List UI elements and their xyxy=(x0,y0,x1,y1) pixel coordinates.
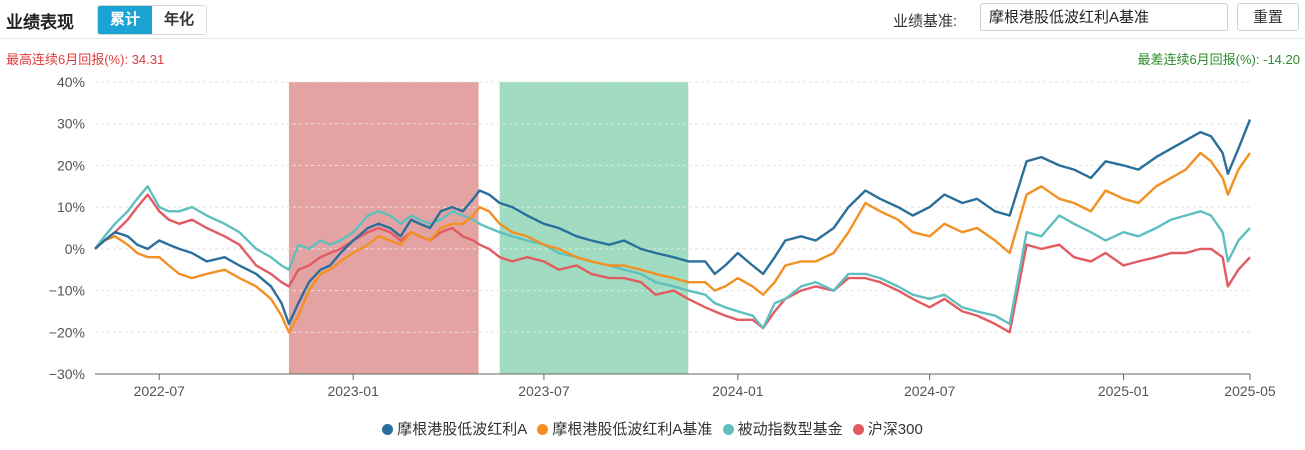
legend-item-fund[interactable]: 摩根港股低波红利A xyxy=(382,418,527,439)
worst-6m-return-value: -14.20 xyxy=(1263,52,1300,67)
legend-label-hs300: 沪深300 xyxy=(867,421,923,438)
period-toggle: 累计 年化 xyxy=(97,5,207,35)
x-tick-label: 2024-01 xyxy=(712,383,764,399)
y-tick-label: −30% xyxy=(49,366,85,382)
reset-button[interactable]: 重置 xyxy=(1237,3,1299,31)
x-tick-label: 2024-07 xyxy=(904,383,956,399)
page-title: 业绩表现 xyxy=(6,13,74,32)
legend-item-benchmark[interactable]: 摩根港股低波红利A基准 xyxy=(537,418,712,439)
y-tick-label: 40% xyxy=(57,74,85,90)
y-tick-label: 20% xyxy=(57,157,85,173)
benchmark-label: 业绩基准: xyxy=(893,13,958,30)
cumulative-toggle-button[interactable]: 累计 xyxy=(98,6,152,34)
x-tick-label: 2025-01 xyxy=(1098,383,1150,399)
y-tick-label: 0% xyxy=(65,241,85,257)
x-tick-label: 2025-05 xyxy=(1224,383,1276,399)
legend-item-passive[interactable]: 被动指数型基金 xyxy=(722,418,843,439)
benchmark-input[interactable]: 摩根港股低波红利A基准 xyxy=(980,3,1228,31)
series-line-passive xyxy=(94,185,1251,330)
legend-label-passive: 被动指数型基金 xyxy=(737,421,843,438)
header-divider xyxy=(0,38,1305,39)
y-tick-label: 10% xyxy=(57,199,85,215)
legend-dot-benchmark xyxy=(537,424,549,435)
best-period-band xyxy=(288,82,479,374)
best-6m-return-label: 最高连续6月回报(%): xyxy=(6,52,129,67)
worst-6m-return: 最差连续6月回报(%): -14.20 xyxy=(1137,49,1300,68)
legend-dot-hs300 xyxy=(852,424,864,435)
x-tick-label: 2023-07 xyxy=(518,383,570,399)
worst-period-band xyxy=(499,82,689,374)
series-line-benchmark xyxy=(94,151,1251,334)
y-tick-label: 30% xyxy=(57,116,85,132)
legend-label-fund: 摩根港股低波红利A xyxy=(397,421,528,438)
y-tick-label: −20% xyxy=(49,324,85,340)
legend-item-hs300[interactable]: 沪深300 xyxy=(852,418,923,439)
chart-header: 业绩表现 累计 年化 业绩基准: 摩根港股低波红利A基准 重置 xyxy=(0,0,1305,38)
series-line-hs300 xyxy=(94,193,1251,334)
annualized-toggle-button[interactable]: 年化 xyxy=(152,6,206,34)
best-6m-return: 最高连续6月回报(%): 34.31 xyxy=(6,49,164,68)
series-line-fund xyxy=(94,119,1252,326)
worst-6m-return-label: 最差连续6月回报(%): xyxy=(1137,52,1260,67)
legend-dot-fund xyxy=(382,424,394,435)
legend-dot-passive xyxy=(722,424,734,435)
x-tick-label: 2022-07 xyxy=(134,383,186,399)
best-6m-return-value: 34.31 xyxy=(131,52,165,67)
y-tick-label: −10% xyxy=(49,283,85,299)
x-tick-label: 2023-01 xyxy=(327,383,379,399)
legend-label-benchmark: 摩根港股低波红利A基准 xyxy=(552,421,713,438)
chart-legend: 摩根港股低波红利A 摩根港股低波红利A基准 被动指数型基金 沪深300 xyxy=(0,418,1305,440)
